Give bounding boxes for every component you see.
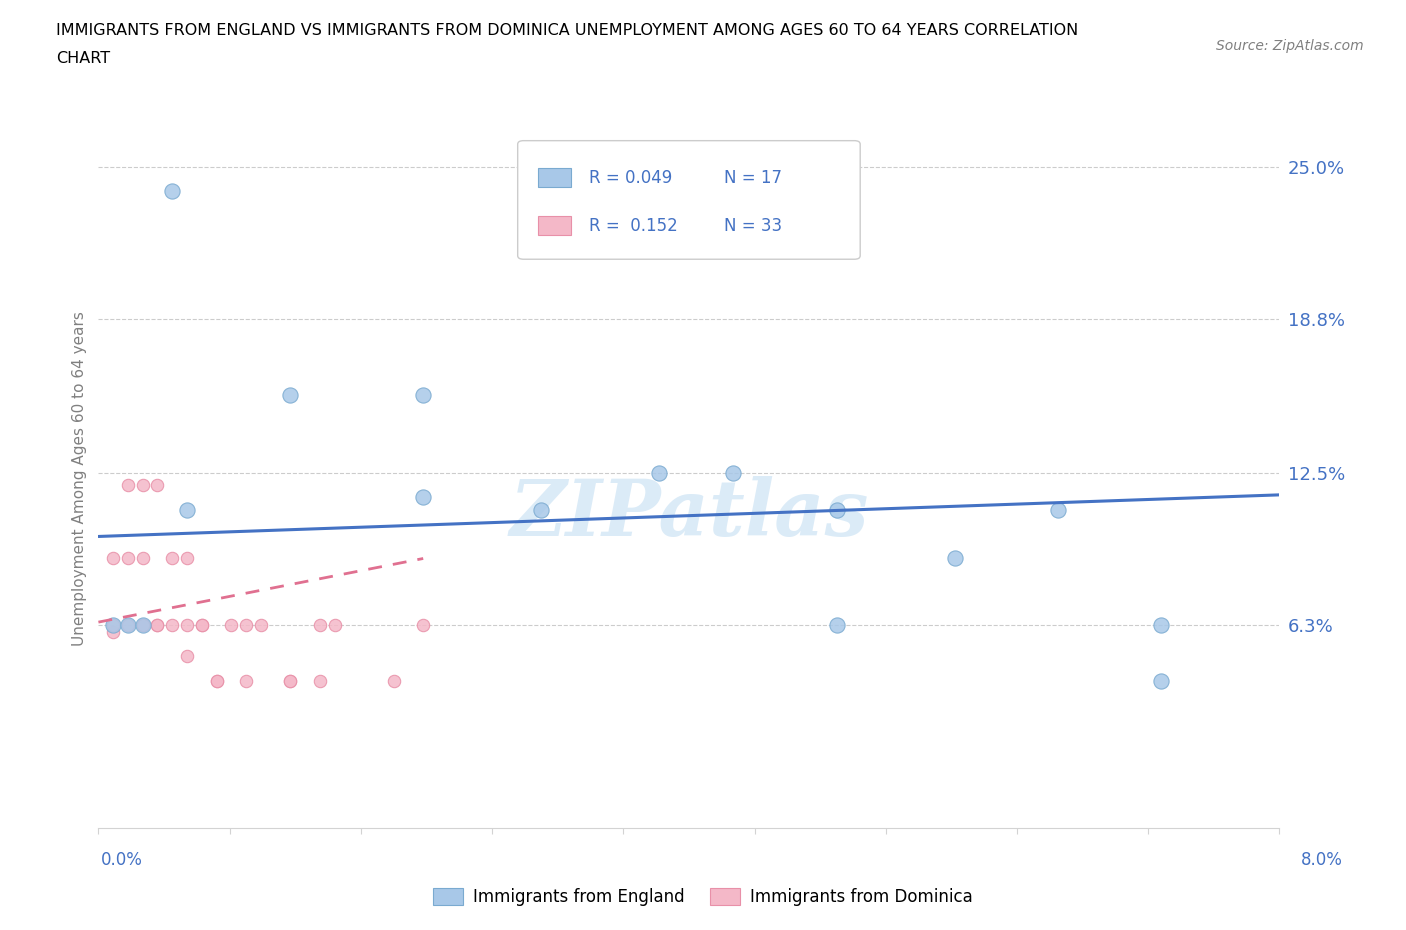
Point (132, 618, 155, 632)
Point (308, 673, 332, 688)
Point (132, 618, 155, 632)
Point (103, 624, 124, 639)
Point (146, 478, 169, 493)
Text: R =  0.152: R = 0.152 (589, 217, 678, 234)
Point (205, 673, 228, 688)
Point (308, 618, 332, 632)
Text: R = 0.049: R = 0.049 (589, 168, 672, 187)
Point (117, 478, 139, 493)
Point (219, 618, 242, 632)
Point (117, 618, 139, 632)
Point (103, 551, 124, 566)
Point (132, 478, 155, 493)
Point (132, 618, 155, 632)
Point (1046, 502, 1069, 517)
Point (132, 551, 155, 566)
Point (191, 618, 214, 632)
Point (176, 649, 198, 664)
Point (250, 618, 273, 632)
Point (205, 673, 228, 688)
Point (235, 618, 257, 632)
Y-axis label: Unemployment Among Ages 60 to 64 years: Unemployment Among Ages 60 to 64 years (72, 312, 87, 646)
Point (825, 618, 848, 632)
Point (323, 618, 346, 632)
Point (412, 618, 434, 632)
Text: 8.0%: 8.0% (1301, 851, 1343, 869)
Point (146, 618, 169, 632)
Point (278, 673, 301, 688)
Text: 0.0%: 0.0% (101, 851, 143, 869)
Point (412, 387, 434, 402)
Point (162, 618, 183, 632)
Point (162, 184, 183, 199)
Point (943, 551, 966, 566)
Point (825, 502, 848, 517)
Text: CHART: CHART (56, 51, 110, 66)
Point (176, 502, 198, 517)
Point (176, 618, 198, 632)
Text: Source: ZipAtlas.com: Source: ZipAtlas.com (1216, 39, 1364, 53)
Point (176, 551, 198, 566)
Text: IMMIGRANTS FROM ENGLAND VS IMMIGRANTS FROM DOMINICA UNEMPLOYMENT AMONG AGES 60 T: IMMIGRANTS FROM ENGLAND VS IMMIGRANTS FR… (56, 23, 1078, 38)
FancyBboxPatch shape (517, 140, 860, 259)
Point (191, 618, 214, 632)
Point (382, 673, 405, 688)
Point (278, 673, 301, 688)
Point (162, 551, 183, 566)
Point (117, 618, 139, 632)
Point (412, 490, 434, 505)
Point (117, 551, 139, 566)
Text: ZIPatlas: ZIPatlas (509, 475, 869, 552)
Point (235, 673, 257, 688)
Text: N = 33: N = 33 (724, 217, 783, 234)
Text: N = 17: N = 17 (724, 168, 782, 187)
Point (103, 618, 124, 632)
Point (721, 465, 744, 480)
Point (530, 502, 553, 517)
FancyBboxPatch shape (537, 168, 571, 188)
Point (1150, 673, 1173, 688)
Point (278, 387, 301, 402)
Legend: Immigrants from England, Immigrants from Dominica: Immigrants from England, Immigrants from… (426, 881, 980, 912)
FancyBboxPatch shape (537, 216, 571, 235)
Point (1150, 618, 1173, 632)
Point (648, 465, 671, 480)
Point (103, 618, 124, 632)
Point (146, 618, 169, 632)
